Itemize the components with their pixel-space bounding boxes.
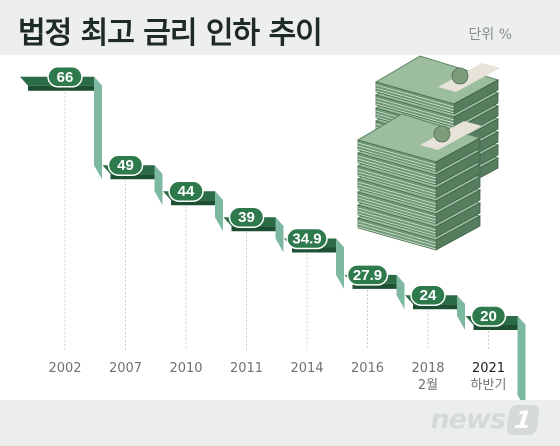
value-label: 24	[410, 284, 446, 306]
step-riser	[457, 295, 465, 330]
value-label: 27.9	[346, 264, 389, 286]
value-label: 34.9	[286, 227, 328, 250]
portrait-mark	[451, 67, 469, 85]
x-tick-label: 2011	[230, 361, 263, 376]
logo-badge: 1	[505, 404, 541, 435]
x-tick-label: 2010	[169, 361, 202, 376]
banknote-bundle	[356, 113, 482, 173]
x-tick-label: 2002	[48, 361, 81, 376]
value-label: 49	[107, 154, 144, 176]
value-pill	[47, 66, 83, 88]
value-text: 20	[480, 308, 497, 325]
value-pill	[286, 227, 328, 250]
value-text: 39	[238, 209, 255, 226]
x-tick-labels: 2002 2007 2010 2011 2014 2016 2018 2월 2021 하반기	[48, 361, 506, 393]
paper-band	[420, 121, 482, 150]
chart-title: 법정 최고 금리 인하 추이	[18, 16, 323, 51]
value-pill	[168, 180, 204, 202]
step-riser	[154, 165, 163, 206]
portrait-mark	[433, 125, 451, 143]
value-text: 24	[420, 287, 437, 304]
step-riser	[517, 316, 526, 409]
value-text: 49	[117, 157, 134, 174]
money-illustration	[356, 55, 500, 251]
value-pill	[228, 206, 265, 228]
value-label: 39	[228, 206, 265, 228]
step-riser	[275, 217, 284, 253]
unit-label: 단위 %	[468, 27, 512, 43]
step-riser	[94, 76, 102, 180]
banknote-bundle	[374, 55, 500, 115]
paper-band	[438, 63, 500, 92]
value-label: 20	[470, 305, 507, 327]
title-bar	[0, 0, 560, 55]
value-text: 44	[178, 183, 195, 200]
value-text: 27.9	[353, 267, 382, 284]
value-pill	[107, 154, 144, 176]
x-tick-label: 하반기	[471, 378, 507, 393]
value-text: 34.9	[292, 231, 321, 248]
value-text: 66	[57, 69, 74, 86]
x-tick-label: 2014	[290, 361, 323, 376]
step-bar-front	[28, 85, 102, 91]
value-pill	[410, 284, 446, 306]
value-label: 44	[168, 180, 204, 202]
logo-text: news	[430, 404, 506, 435]
grid-layer	[64, 87, 489, 350]
step-riser	[396, 274, 405, 310]
x-tick-label: 2021	[472, 361, 505, 376]
step-riser	[215, 191, 223, 232]
value-pill	[470, 305, 507, 327]
x-tick-label: 2018	[411, 361, 444, 376]
x-tick-label: 2월	[418, 378, 438, 393]
value-pill	[346, 264, 389, 286]
value-label: 66	[47, 66, 83, 88]
step-riser	[336, 238, 344, 289]
news1-logo: news 1	[430, 404, 541, 435]
x-tick-label: 2007	[109, 361, 142, 376]
value-labels: 66 49 44 39 34.9 27.9 24 20	[47, 66, 507, 327]
footer-bar	[0, 400, 560, 446]
x-tick-label: 2016	[351, 361, 384, 376]
